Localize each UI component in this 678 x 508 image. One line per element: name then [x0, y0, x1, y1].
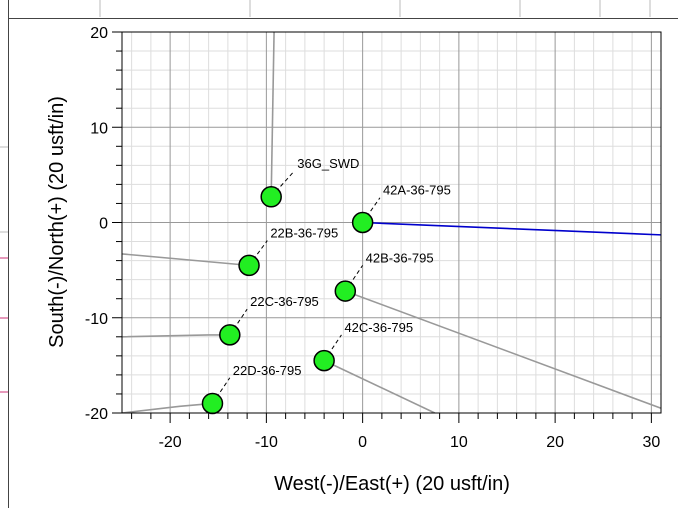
x-tick-label: -20	[159, 434, 182, 451]
x-tick-label: -10	[255, 434, 278, 451]
well-trajectory	[345, 290, 661, 409]
x-tick-label: 10	[450, 434, 468, 451]
leader-line	[362, 197, 381, 223]
leader-line	[229, 308, 248, 336]
well-marker	[313, 349, 335, 372]
well-marker	[201, 392, 224, 415]
y-tick-label: 10	[90, 120, 108, 137]
well-label: 42A-36-795	[383, 183, 451, 198]
y-tick-label: 20	[90, 25, 108, 42]
x-axis-title: West(-)/East(+) (20 usft/in)	[274, 473, 510, 495]
well-trajectory	[270, 32, 275, 197]
x-axis: -20 -10 0 10 20 30	[131, 413, 660, 451]
x-tick-label: 20	[546, 434, 564, 451]
well-trajectory	[122, 402, 213, 413]
page-frame	[8, 0, 678, 508]
well-label: 42C-36-795	[344, 320, 413, 335]
well-label: 22D-36-795	[233, 363, 302, 378]
leader-line	[323, 334, 342, 361]
y-tick-label: -10	[85, 311, 108, 328]
well-labels: 36G_SWD 42A-36-795 22B-36-795 42B-36-795 22C…	[233, 156, 451, 378]
well-marker	[219, 324, 241, 346]
y-axis: -20 -10 0 10 20	[85, 25, 122, 423]
x-tick-label: 30	[642, 434, 660, 451]
well-marker	[334, 280, 357, 302]
well-label: 22C-36-795	[250, 294, 319, 309]
y-tick-label: -20	[85, 406, 108, 423]
leader-line	[212, 377, 231, 404]
side-marks	[0, 146, 8, 393]
leader-line	[344, 265, 364, 292]
well-label: 22B-36-795	[270, 226, 338, 241]
well-trajectory	[122, 253, 250, 267]
well-marker	[238, 254, 260, 277]
well-marker	[260, 186, 282, 208]
well-label: 36G_SWD	[297, 156, 359, 171]
well-markers	[201, 186, 374, 415]
leader-line	[270, 170, 295, 198]
well-trajectory	[323, 359, 436, 413]
leader-line	[248, 240, 268, 266]
x-tick-label: 0	[358, 434, 367, 451]
y-tick-label: 0	[99, 216, 108, 233]
well-trajectory	[362, 221, 661, 236]
header-ticks	[99, 0, 651, 17]
label-leader-lines	[212, 170, 381, 404]
well-marker	[351, 211, 374, 234]
well-label: 42B-36-795	[366, 250, 434, 265]
y-axis-title: South(-)/North(+) (20 usft/in)	[46, 96, 68, 348]
